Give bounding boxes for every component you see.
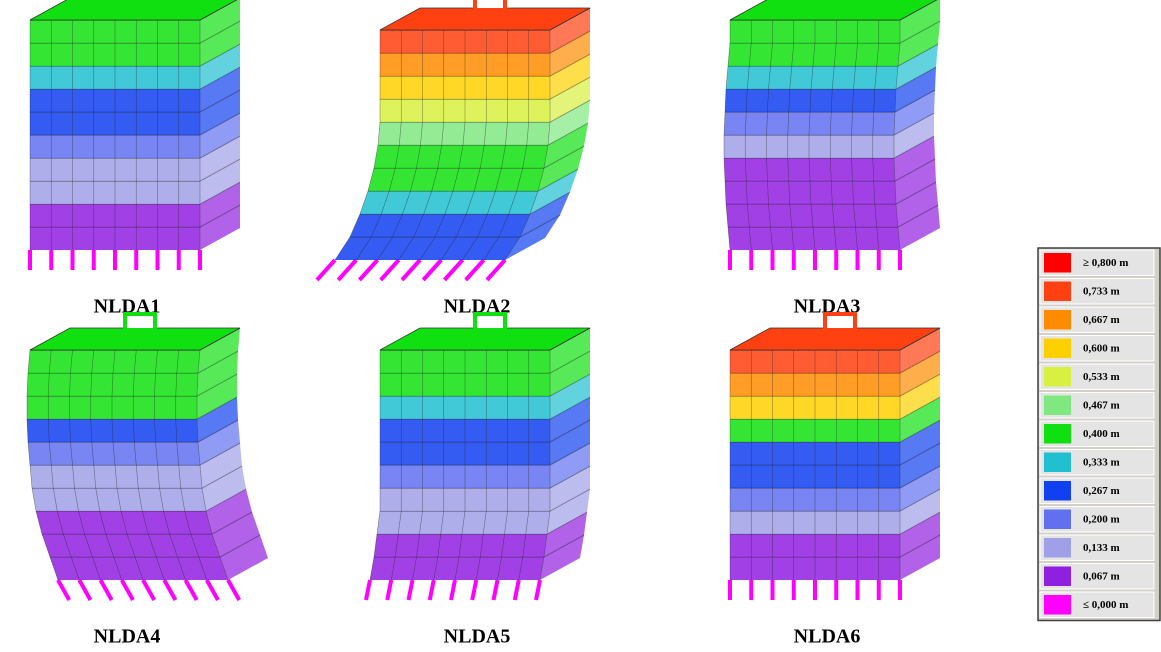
column bbox=[101, 580, 112, 600]
column bbox=[58, 580, 69, 600]
column bbox=[186, 580, 197, 600]
figure: NLDA1NLDA2NLDA3NLDA4NLDA5NLDA6≥ 0,800 m0… bbox=[0, 0, 1161, 652]
column bbox=[79, 580, 90, 600]
building bbox=[724, 0, 940, 270]
building bbox=[317, 0, 590, 280]
column bbox=[164, 580, 175, 600]
legend-label: 0,667 m bbox=[1083, 314, 1120, 326]
roof-box bbox=[475, 0, 505, 10]
column bbox=[472, 580, 476, 600]
panel-label: NLDA5 bbox=[444, 626, 511, 648]
column bbox=[402, 260, 420, 280]
column bbox=[430, 580, 434, 600]
legend-swatch bbox=[1044, 453, 1071, 473]
legend-label: 0,133 m bbox=[1083, 542, 1120, 554]
legend-swatch bbox=[1044, 310, 1071, 330]
building bbox=[366, 314, 590, 600]
legend-swatch bbox=[1044, 282, 1071, 302]
legend-label: ≥ 0,800 m bbox=[1083, 257, 1128, 269]
column bbox=[536, 580, 540, 600]
legend-label: 0,200 m bbox=[1083, 513, 1120, 525]
column bbox=[445, 260, 463, 280]
column bbox=[494, 580, 498, 600]
panel-label: NLDA6 bbox=[794, 626, 861, 648]
roof-box bbox=[825, 314, 855, 330]
column bbox=[317, 260, 335, 280]
roof-box bbox=[475, 314, 505, 330]
building bbox=[27, 314, 268, 600]
legend-label: 0,600 m bbox=[1083, 342, 1120, 354]
legend-swatch bbox=[1044, 339, 1071, 359]
building bbox=[730, 314, 940, 600]
roof-box bbox=[125, 314, 155, 330]
column bbox=[381, 260, 399, 280]
legend-label: 0,533 m bbox=[1083, 371, 1120, 383]
legend: ≥ 0,800 m 0,733 m 0,667 m 0,600 m 0,533 m 0,4… bbox=[1038, 248, 1160, 621]
column bbox=[360, 260, 378, 280]
legend-swatch bbox=[1044, 510, 1071, 530]
legend-label: 0,733 m bbox=[1083, 285, 1120, 297]
column bbox=[466, 260, 484, 280]
column bbox=[423, 260, 441, 280]
column bbox=[207, 580, 218, 600]
column bbox=[487, 260, 505, 280]
legend-swatch bbox=[1044, 567, 1071, 587]
legend-label: 0,267 m bbox=[1083, 485, 1120, 497]
legend-swatch bbox=[1044, 595, 1071, 615]
legend-swatch bbox=[1044, 253, 1071, 273]
column bbox=[143, 580, 154, 600]
legend-label: 0,067 m bbox=[1083, 570, 1120, 582]
column bbox=[451, 580, 455, 600]
legend-swatch bbox=[1044, 367, 1071, 387]
panel-label: NLDA4 bbox=[94, 626, 161, 648]
legend-swatch bbox=[1044, 538, 1071, 558]
column bbox=[122, 580, 133, 600]
legend-label: ≤ 0,000 m bbox=[1083, 599, 1128, 611]
column bbox=[409, 580, 413, 600]
column bbox=[387, 580, 391, 600]
legend-label: 0,333 m bbox=[1083, 456, 1120, 468]
building bbox=[30, 0, 240, 270]
legend-label: 0,400 m bbox=[1083, 428, 1120, 440]
legend-swatch bbox=[1044, 396, 1071, 416]
column bbox=[515, 580, 519, 600]
legend-swatch bbox=[1044, 424, 1071, 444]
column bbox=[228, 580, 239, 600]
column bbox=[366, 580, 370, 600]
legend-label: 0,467 m bbox=[1083, 399, 1120, 411]
legend-swatch bbox=[1044, 481, 1071, 501]
column bbox=[338, 260, 356, 280]
